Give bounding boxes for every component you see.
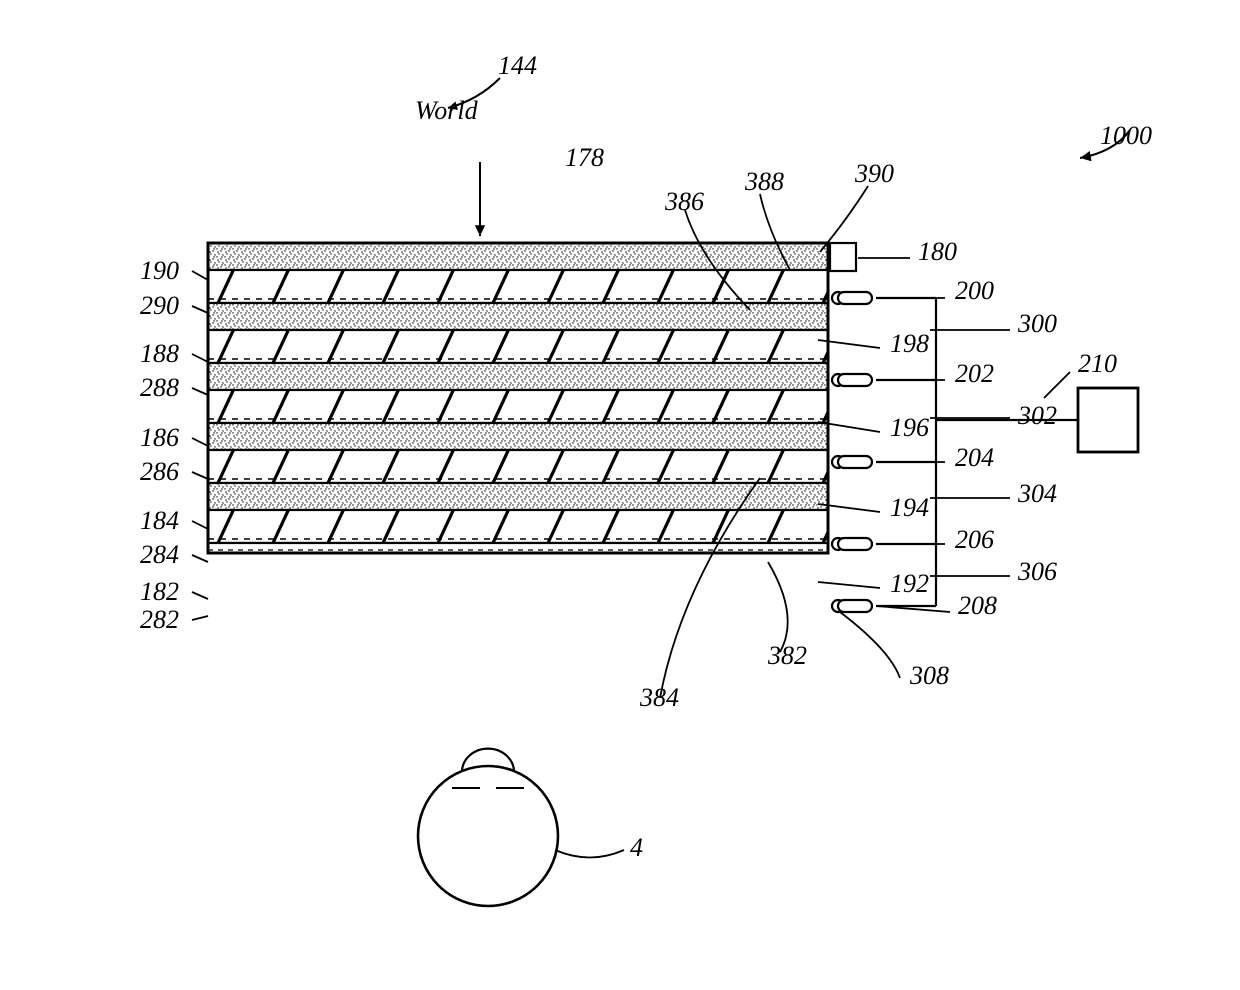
- ref-302: 302: [1018, 401, 1057, 431]
- ref-4: 4: [630, 833, 643, 863]
- ref-286: 286: [140, 457, 179, 487]
- ref-300: 300: [1018, 309, 1057, 339]
- emitter: [832, 538, 872, 550]
- hatch-layer: [108, 390, 893, 423]
- stipple-layer: [208, 303, 828, 330]
- ref-384: 384: [640, 683, 679, 713]
- ref-188: 188: [140, 339, 179, 369]
- ref-186: 186: [140, 423, 179, 453]
- module-180: [830, 243, 856, 271]
- stipple-layer: [208, 483, 828, 510]
- eye: [418, 749, 558, 906]
- controller-210: [1078, 388, 1138, 452]
- hatch-layer: [108, 330, 893, 363]
- ref-282: 282: [140, 605, 179, 635]
- ref-184: 184: [140, 506, 179, 536]
- hatch-layer: [108, 270, 893, 303]
- stipple-layer: [208, 423, 828, 450]
- emitter: [832, 456, 872, 468]
- stipple-layer: [208, 243, 828, 270]
- ref-304: 304: [1018, 479, 1057, 509]
- ref-200: 200: [955, 276, 994, 306]
- ref-288: 288: [140, 373, 179, 403]
- ref-208: 208: [958, 591, 997, 621]
- ref-284: 284: [140, 540, 179, 570]
- ref-180: 180: [918, 237, 957, 267]
- patent-figure: 190 290 188 288 186 286 184 284 182282 180 200 300 1…: [0, 0, 1240, 990]
- ref-202: 202: [955, 359, 994, 389]
- world-label: World: [415, 96, 478, 126]
- ref-1000: 1000: [1100, 121, 1152, 151]
- ref-192: 192: [890, 569, 929, 599]
- hatch-layer: [108, 510, 893, 543]
- ref-198: 198: [890, 329, 929, 359]
- ref-178: 178: [565, 143, 604, 173]
- ref-290: 290: [140, 291, 179, 321]
- ref-308: 308: [910, 661, 949, 691]
- ref-194: 194: [890, 493, 929, 523]
- ref-386: 386: [665, 187, 704, 217]
- emitter: [832, 600, 872, 612]
- ref-210: 210: [1078, 349, 1117, 379]
- stipple-layer: [208, 363, 828, 390]
- hatch-layer: [108, 450, 893, 483]
- emitter: [832, 374, 872, 386]
- ref-196: 196: [890, 413, 929, 443]
- ref-144: 144: [498, 51, 537, 81]
- ref-204: 204: [955, 443, 994, 473]
- ref-390: 390: [855, 159, 894, 189]
- ref-388: 388: [745, 167, 784, 197]
- ref-190: 190: [140, 256, 179, 286]
- ref-206: 206: [955, 525, 994, 555]
- emitter: [832, 292, 872, 304]
- ref-306: 306: [1018, 557, 1057, 587]
- ref-382: 382: [768, 641, 807, 671]
- ref-182: 182: [140, 577, 179, 607]
